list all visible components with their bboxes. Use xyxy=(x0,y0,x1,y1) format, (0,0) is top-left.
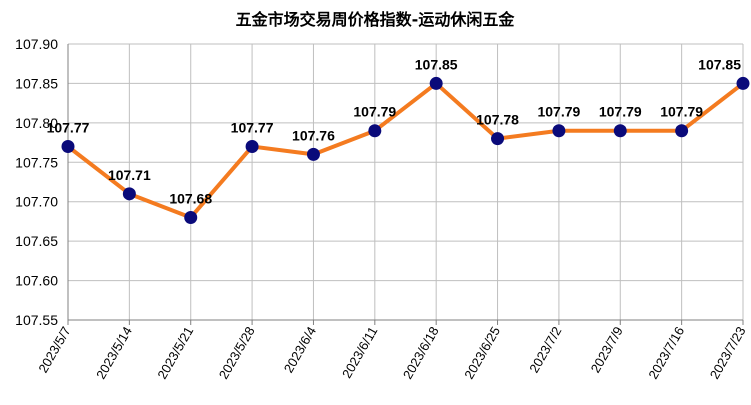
grid-lines xyxy=(68,43,744,321)
x-tick-label: 2023/7/9 xyxy=(588,324,626,375)
x-tick-label: 2023/7/16 xyxy=(645,324,687,382)
data-label: 107.79 xyxy=(353,104,396,120)
x-axis-ticks: 2023/5/7 2023/5/14 2023/5/21 2023/5/28 2023/… xyxy=(35,324,748,382)
y-tick-label: 107.60 xyxy=(15,273,58,289)
data-label: 107.71 xyxy=(108,167,151,183)
y-tick-label: 107.70 xyxy=(15,194,58,210)
data-point xyxy=(675,124,689,138)
x-tick-label: 2023/5/7 xyxy=(35,324,73,375)
data-point xyxy=(184,210,198,224)
data-label: 107.68 xyxy=(169,190,212,206)
data-label: 107.85 xyxy=(415,56,458,72)
x-tick-label: 2023/5/21 xyxy=(154,324,196,382)
x-tick-label: 2023/7/2 xyxy=(526,324,564,375)
data-point xyxy=(61,140,75,154)
y-tick-label: 107.80 xyxy=(15,115,58,131)
axes xyxy=(67,44,744,325)
data-label: 107.77 xyxy=(47,120,90,136)
x-tick-label: 2023/6/4 xyxy=(281,324,319,375)
data-point xyxy=(613,124,627,138)
x-tick-label: 2023/6/11 xyxy=(339,324,380,381)
data-point xyxy=(122,187,136,201)
y-tick-label: 107.65 xyxy=(15,233,58,249)
y-axis-ticks: 107.90 107.85 107.80 107.75 107.70 107.65 107.… xyxy=(15,36,58,328)
chart-title: 五金市场交易周价格指数-运动休闲五金 xyxy=(236,10,516,29)
data-label: 107.85 xyxy=(698,56,741,72)
data-label: 107.78 xyxy=(476,112,519,128)
y-tick-label: 107.85 xyxy=(15,75,58,91)
x-tick-label: 2023/6/25 xyxy=(461,324,503,382)
data-labels: 107.77 107.71 107.68 107.77 107.76 107.79 107.… xyxy=(47,56,742,206)
y-tick-label: 107.75 xyxy=(15,154,58,170)
x-tick-label: 2023/6/18 xyxy=(400,324,442,382)
y-tick-label: 107.55 xyxy=(15,312,58,328)
data-label: 107.79 xyxy=(660,104,703,120)
y-tick-label: 107.90 xyxy=(15,36,58,52)
data-markers xyxy=(61,76,750,224)
data-point xyxy=(368,124,382,138)
data-point xyxy=(306,147,320,161)
data-point xyxy=(736,76,750,90)
data-label: 107.76 xyxy=(292,127,335,143)
data-point xyxy=(491,132,505,146)
data-label: 107.77 xyxy=(231,120,274,136)
data-label: 107.79 xyxy=(599,104,642,120)
data-point xyxy=(429,76,443,90)
x-tick-label: 2023/5/14 xyxy=(93,324,135,382)
x-tick-label: 2023/7/23 xyxy=(707,324,749,382)
data-point xyxy=(552,124,566,138)
x-tick-label: 2023/5/28 xyxy=(216,324,258,382)
data-point xyxy=(245,140,259,154)
data-label: 107.79 xyxy=(537,104,580,120)
series-line xyxy=(66,81,745,220)
